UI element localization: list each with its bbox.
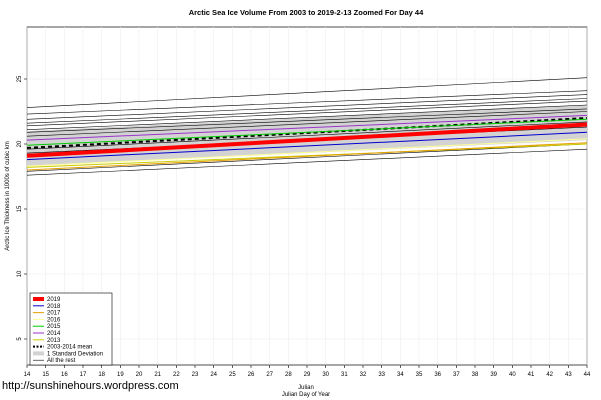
x-tick-label: 29 [304, 372, 311, 378]
legend-2018-label: 2018 [47, 304, 61, 310]
x-tick-label: 34 [397, 372, 404, 378]
x-tick-label: 32 [360, 372, 367, 378]
other-series-line [26, 94, 588, 120]
x-tick-label: 30 [322, 372, 329, 378]
watermark: http://sunshinehours.wordpress.com [2, 380, 179, 392]
x-tick-label: 22 [173, 372, 180, 378]
series-line-2017 [26, 142, 588, 171]
x-tick-label: 19 [117, 372, 124, 378]
other-series-line [26, 121, 588, 150]
legend-2019-label: 2019 [47, 297, 61, 303]
x-tick-label: 42 [546, 372, 553, 378]
x-tick-label: 43 [565, 372, 572, 378]
y-tick-label: 25 [17, 75, 23, 82]
other-series-line [26, 90, 588, 115]
x-tick-label: 40 [509, 372, 516, 378]
x-tick-label: 28 [285, 372, 292, 378]
x-tick-label: 17 [80, 372, 87, 378]
series-line-2018 [26, 131, 588, 161]
series-line-2019 [26, 122, 588, 158]
x-axis: 14 15 16 17 18 19 20 21 22 23 24 25 26 27 28 29 30 31 32 33… [24, 365, 591, 378]
legend-2014-label: 2014 [47, 331, 61, 337]
other-series-line [26, 104, 588, 130]
x-tick-label: 37 [453, 372, 460, 378]
x-tick-label: 24 [210, 372, 217, 378]
x-tick-label: 14 [24, 372, 31, 378]
other-series-line [26, 77, 588, 108]
legend-band-swatch [33, 351, 44, 356]
legend-2013-label: 2013 [47, 338, 61, 344]
y-tick-label: 5 [17, 337, 23, 341]
other-series-line [26, 108, 588, 133]
series-line-2014 [26, 114, 588, 141]
x-tick-label: 38 [472, 372, 479, 378]
x-tick-label: 20 [136, 372, 143, 378]
legend-band-label: 1 Standard Deviation [47, 351, 103, 357]
other-series-line [26, 111, 588, 137]
y-tick-label: 20 [17, 140, 23, 147]
y-axis: 5 10 15 20 25 [17, 75, 27, 341]
x-tick-label: 27 [266, 372, 273, 378]
x-tick-label: 26 [248, 372, 255, 378]
series-line-2003-2014-mean [26, 117, 588, 149]
legend-2016-label: 2016 [47, 317, 61, 323]
legend-other-label: All the rest [47, 358, 76, 364]
x-axis-label: Julian [298, 385, 314, 391]
other-series-line [26, 143, 588, 172]
x-tick-label: 15 [42, 372, 49, 378]
chart-title: Arctic Sea Ice Volume From 2003 to 2019-… [189, 8, 424, 17]
legend-2003-2014-mean-label: 2003-2014 mean [47, 345, 92, 351]
series-line-2013 [26, 143, 588, 168]
x-tick-label: 35 [416, 372, 423, 378]
x-tick-label: 44 [584, 372, 591, 378]
legend-2017-label: 2017 [47, 311, 61, 317]
x-tick-label: 36 [434, 372, 441, 378]
x-tick-label: 31 [341, 372, 348, 378]
x-tick-label: 23 [192, 372, 199, 378]
x-tick-label: 18 [98, 372, 105, 378]
x-tick-label: 16 [61, 372, 68, 378]
x-tick-label: 41 [528, 372, 535, 378]
x-tick-label: 39 [490, 372, 497, 378]
x-axis-label-secondary: Julian Day of Year [282, 392, 330, 398]
y-axis-label: Arctic Ice Thickness in 1000s of cubic k… [5, 141, 11, 251]
other-series-line [26, 100, 588, 127]
x-tick-label: 25 [229, 372, 236, 378]
x-tick-label: 33 [378, 372, 385, 378]
series-line-2015 [26, 118, 588, 146]
y-tick-label: 10 [17, 270, 23, 277]
y-tick-label: 15 [17, 205, 23, 212]
legend-2015-label: 2015 [47, 324, 61, 330]
series-line-2016 [26, 138, 588, 167]
x-tick-label: 21 [154, 372, 161, 378]
other-series-line [26, 148, 588, 176]
series-layer [26, 114, 588, 171]
other-series-line [26, 98, 588, 124]
